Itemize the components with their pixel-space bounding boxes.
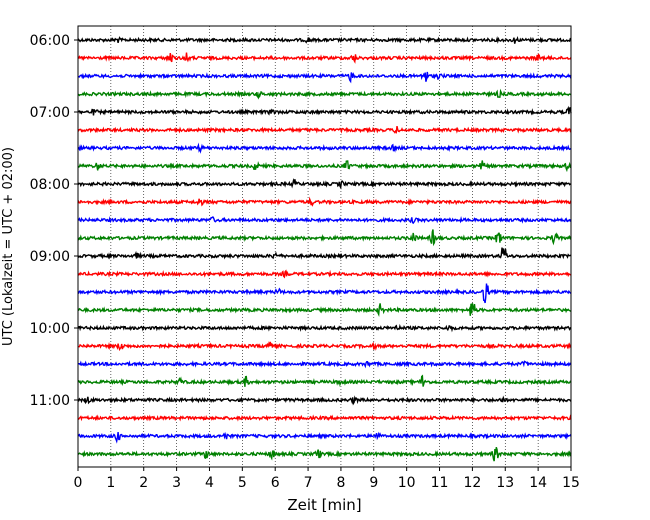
x-tick-label: 0	[74, 475, 83, 491]
trace-line	[77, 71, 572, 84]
trace-line	[77, 395, 572, 406]
x-tick-label: 13	[496, 475, 514, 491]
trace-line	[77, 142, 572, 154]
trace-line	[77, 374, 572, 387]
trace-line	[77, 178, 572, 190]
trace-line	[77, 360, 572, 369]
x-tick-label: 4	[205, 475, 214, 491]
x-tick-label: 1	[106, 475, 115, 491]
trace-line	[77, 247, 572, 260]
y-tick-label: 10:00	[30, 321, 70, 337]
plot-frame	[77, 25, 572, 468]
trace-line	[77, 229, 572, 247]
trace-line	[77, 431, 572, 444]
y-tick-label: 08:00	[30, 177, 70, 193]
trace-line	[77, 283, 572, 304]
x-tick-label: 6	[271, 475, 280, 491]
trace-line	[77, 215, 572, 225]
trace-line	[77, 35, 571, 44]
x-axis-label: Zeit [min]	[287, 496, 361, 514]
x-tick-label: 7	[304, 475, 313, 491]
x-tick-label: 15	[562, 475, 580, 491]
trace-line	[78, 303, 572, 318]
x-tick-label: 14	[529, 475, 547, 491]
y-axis-label: UTC (Lokalzeit = UTC + 02:00)	[1, 147, 16, 346]
x-axis: 0 1 2 3 4 5 6 7 8 9 10 11 12 13 14 15	[74, 467, 580, 491]
y-tick-label: 11:00	[30, 393, 70, 409]
y-tick-label: 06:00	[30, 33, 70, 49]
x-tick-label: 3	[172, 475, 181, 491]
trace-line	[77, 125, 572, 135]
x-tick-label: 2	[139, 475, 148, 491]
trace-line	[77, 269, 572, 279]
trace-line	[77, 160, 572, 173]
trace-line	[77, 88, 572, 100]
x-tick-label: 9	[369, 475, 378, 491]
trace-line	[77, 52, 572, 64]
x-tick-label: 10	[398, 475, 416, 491]
y-tick-label: 07:00	[30, 105, 70, 121]
trace-line	[77, 196, 572, 207]
x-tick-label: 5	[238, 475, 247, 491]
trace-line	[77, 446, 572, 462]
trace-line	[77, 105, 572, 116]
trace-line	[77, 414, 572, 422]
x-tick-label: 11	[431, 475, 449, 491]
trace-line	[77, 340, 572, 352]
y-axis: 06:00 07:00 08:00 09:00 10:00 11:00	[30, 33, 78, 409]
x-tick-label: 8	[336, 475, 345, 491]
x-tick-label: 12	[463, 475, 481, 491]
y-tick-label: 09:00	[30, 249, 70, 265]
trace-line	[77, 323, 572, 333]
trace-lines	[77, 35, 572, 462]
